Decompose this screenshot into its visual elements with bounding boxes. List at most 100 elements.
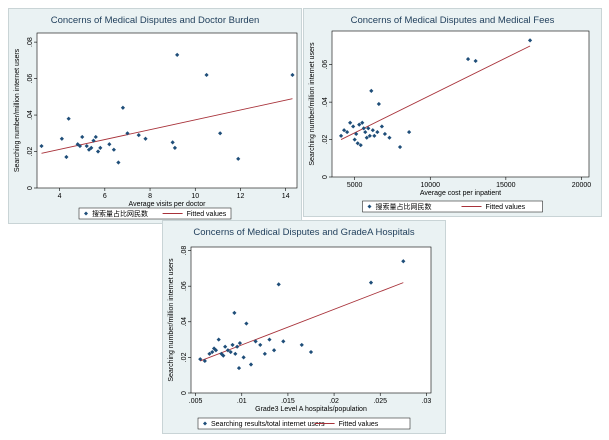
y-tick-label: .02 [322, 135, 329, 145]
fitted-line [200, 282, 404, 362]
x-tick-label: .025 [373, 398, 387, 405]
data-point [258, 342, 263, 348]
data-point [236, 156, 241, 161]
data-point [204, 72, 209, 78]
data-point [198, 357, 203, 362]
x-axis-label: Average cost per inpatient [420, 190, 501, 197]
data-point [143, 136, 148, 141]
x-tick-label: 4 [58, 193, 62, 200]
data-point [93, 134, 98, 140]
x-tick-label: 10 [191, 193, 199, 200]
data-point [290, 72, 295, 78]
legend-entry-points: Searching results/total internet users [211, 421, 325, 428]
legend-marker-icon [203, 421, 207, 426]
y-axis-label: Searching number/million internet users [309, 42, 316, 166]
data-point [64, 154, 69, 160]
data-point [248, 362, 254, 367]
data-point [236, 365, 242, 371]
data-point [80, 134, 85, 140]
x-tick-label: 10000 [421, 182, 441, 189]
x-tick-label: .005 [189, 398, 203, 405]
data-point [59, 136, 64, 141]
data-point [244, 321, 249, 326]
x-tick-label: 6 [103, 193, 107, 200]
data-point [211, 346, 217, 351]
data-point [341, 128, 347, 133]
chart-title: Concerns of Medical Disputes and Doctor … [51, 15, 260, 26]
plot-area [331, 30, 590, 178]
data-point [218, 131, 223, 136]
data-point [207, 351, 212, 356]
data-point [354, 131, 359, 137]
data-point [368, 280, 374, 285]
y-tick-label: .02 [181, 352, 188, 362]
plot-area [36, 32, 298, 189]
chart-title: Concerns of Medical Disputes and GradeA … [193, 227, 415, 238]
data-point [232, 310, 237, 315]
y-tick-label: .04 [27, 110, 34, 120]
data-point [116, 160, 121, 165]
x-tick-label: 14 [282, 193, 290, 200]
data-point [95, 149, 101, 154]
y-tick-label: .06 [322, 60, 329, 70]
data-point [202, 358, 207, 364]
x-axis-label: Grade3 Level A hospitals/population [255, 406, 367, 413]
data-point [299, 342, 304, 348]
x-tick-label: .02 [329, 398, 339, 405]
legend-entry-points: 搜索量占比网民数 [92, 209, 148, 218]
data-point [86, 147, 92, 152]
data-point [172, 145, 178, 150]
data-point [125, 131, 130, 136]
legend-box [362, 200, 543, 213]
data-point [372, 133, 377, 138]
chart-title: Concerns of Medical Disputes and Medical… [351, 15, 555, 26]
x-tick-label: 12 [237, 193, 245, 200]
legend-entry-fit: Fitted values [339, 421, 379, 428]
y-tick-label: 0 [181, 391, 188, 395]
legend-marker-icon [84, 211, 88, 216]
data-point [170, 140, 175, 145]
data-point [111, 147, 116, 152]
fitted-line [41, 98, 293, 154]
x-axis-label: Average visits per doctor [129, 201, 207, 208]
y-tick-label: 0 [322, 175, 329, 179]
legend-box [78, 207, 232, 220]
chart-panel-doctor-burden: Concerns of Medical Disputes and Doctor … [8, 8, 302, 224]
legend-entry-fit: Fitted values [486, 204, 526, 211]
data-point [366, 126, 371, 131]
chart-panel-medical-fees: Concerns of Medical Disputes and Medical… [303, 8, 602, 217]
x-tick-label: .015 [281, 398, 295, 405]
chart-panel-gradea-hospitals: Concerns of Medical Disputes and GradeA … [162, 220, 446, 434]
legend-marker-icon [367, 204, 372, 209]
x-tick-label: 8 [148, 193, 152, 200]
legend-box [197, 417, 411, 430]
data-point [216, 337, 221, 342]
chart-svg-0: Concerns of Medical Disputes and Doctor … [14, 15, 298, 220]
data-point [39, 143, 44, 149]
data-point [91, 138, 96, 143]
y-tick-label: .06 [27, 74, 34, 84]
y-tick-label: 0 [27, 186, 34, 190]
chart-svg-2: Concerns of Medical Disputes and GradeA … [168, 227, 432, 430]
data-point [89, 145, 94, 150]
y-tick-label: .04 [322, 97, 329, 107]
y-tick-label: .08 [181, 246, 188, 256]
data-point [308, 349, 314, 355]
data-point [175, 52, 180, 57]
x-tick-label: .01 [237, 398, 247, 405]
data-point [98, 145, 103, 150]
fitted-line [340, 45, 531, 140]
y-axis-label: Searching number/million internet users [14, 48, 21, 172]
data-point [136, 133, 141, 138]
data-point [401, 259, 406, 264]
data-point [77, 143, 83, 149]
data-point [348, 120, 353, 125]
data-point [107, 142, 112, 147]
x-tick-label: 20000 [572, 182, 592, 189]
chart-svg-1: Concerns of Medical Disputes and Medical… [309, 15, 592, 213]
data-point [210, 349, 215, 355]
y-tick-label: .04 [181, 317, 188, 327]
y-tick-label: .08 [27, 37, 34, 47]
x-tick-label: 15000 [496, 182, 516, 189]
plot-area [190, 246, 432, 394]
